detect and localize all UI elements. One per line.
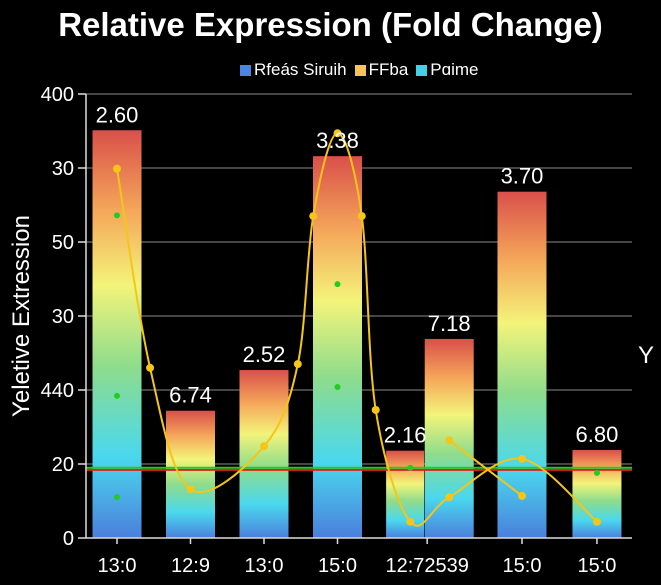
green-point <box>593 469 600 476</box>
green-point <box>114 494 120 501</box>
bar-value-label: 3.70 <box>501 164 544 189</box>
legend-item: FFba <box>354 60 409 80</box>
bar-value-label: 7.18 <box>428 311 471 336</box>
bar <box>313 156 362 538</box>
bar <box>92 130 142 538</box>
trend-point <box>517 491 526 500</box>
y-tick-label: 0 <box>63 528 74 550</box>
legend-swatch <box>416 64 428 76</box>
bar <box>497 191 547 538</box>
trend-point <box>445 493 454 502</box>
bar <box>386 450 425 538</box>
trend-point <box>371 405 380 414</box>
x-tick-label: 15:0 <box>318 555 357 577</box>
legend-item: Rfeás Siruih <box>240 60 347 80</box>
green-point <box>114 212 120 219</box>
legend-label: Rfeás Siruih <box>254 60 347 79</box>
trend-point <box>445 436 454 445</box>
bar-value-label: 2.16 <box>384 423 427 448</box>
green-point <box>114 392 120 399</box>
trend-point <box>592 517 601 526</box>
bar <box>166 410 215 538</box>
green-point <box>334 281 341 288</box>
x-tick-label: 15:0 <box>503 555 542 577</box>
trend-point <box>186 485 195 494</box>
legend-item: Pɑime <box>416 60 478 80</box>
bar-value-label: 2.60 <box>96 102 139 127</box>
y-tick-label: 20 <box>52 454 74 476</box>
y-tick-label: 30 <box>52 306 74 328</box>
legend-label: Pɑime <box>430 60 479 79</box>
legend: Rfeás Siruih FFba Pɑime <box>240 60 478 80</box>
trend-point <box>333 129 342 138</box>
trend-point <box>146 363 155 372</box>
trend-point <box>113 164 121 173</box>
trend-line-2 <box>448 439 523 497</box>
legend-label: FFba <box>368 60 409 79</box>
legend-swatch <box>240 64 251 76</box>
trend-line-1 <box>116 132 598 527</box>
bar-value-label: 3.38 <box>316 128 359 153</box>
y-tick-label: 30 <box>52 158 74 180</box>
x-tick-label: 12:72539 <box>385 555 468 577</box>
y-tick-label: 400 <box>41 84 74 106</box>
trend-point <box>406 517 415 526</box>
x-tick-label: 13:0 <box>245 555 284 577</box>
y-tick-label: 440 <box>41 380 74 402</box>
trend-point <box>357 212 366 221</box>
green-point <box>407 464 414 471</box>
legend-swatch <box>354 64 366 76</box>
trend-point <box>517 454 526 463</box>
right-axis-label: Y <box>638 342 655 369</box>
x-tick-label: 15:0 <box>577 555 616 577</box>
x-tick-label: 13:0 <box>98 555 137 577</box>
y-tick-label: 50 <box>52 232 74 254</box>
bar-value-label: 6.74 <box>169 383 212 408</box>
trend-point <box>309 212 318 221</box>
green-point <box>334 384 341 391</box>
bar-value-label: 2.52 <box>243 342 286 367</box>
bar-value-label: 6.80 <box>576 422 619 447</box>
trend-point <box>293 360 302 369</box>
chart-title: Relative Expression (Fold Change) <box>58 6 603 43</box>
bar <box>239 370 289 538</box>
trend-point <box>260 442 268 451</box>
x-tick-label: 12:9 <box>171 555 210 577</box>
